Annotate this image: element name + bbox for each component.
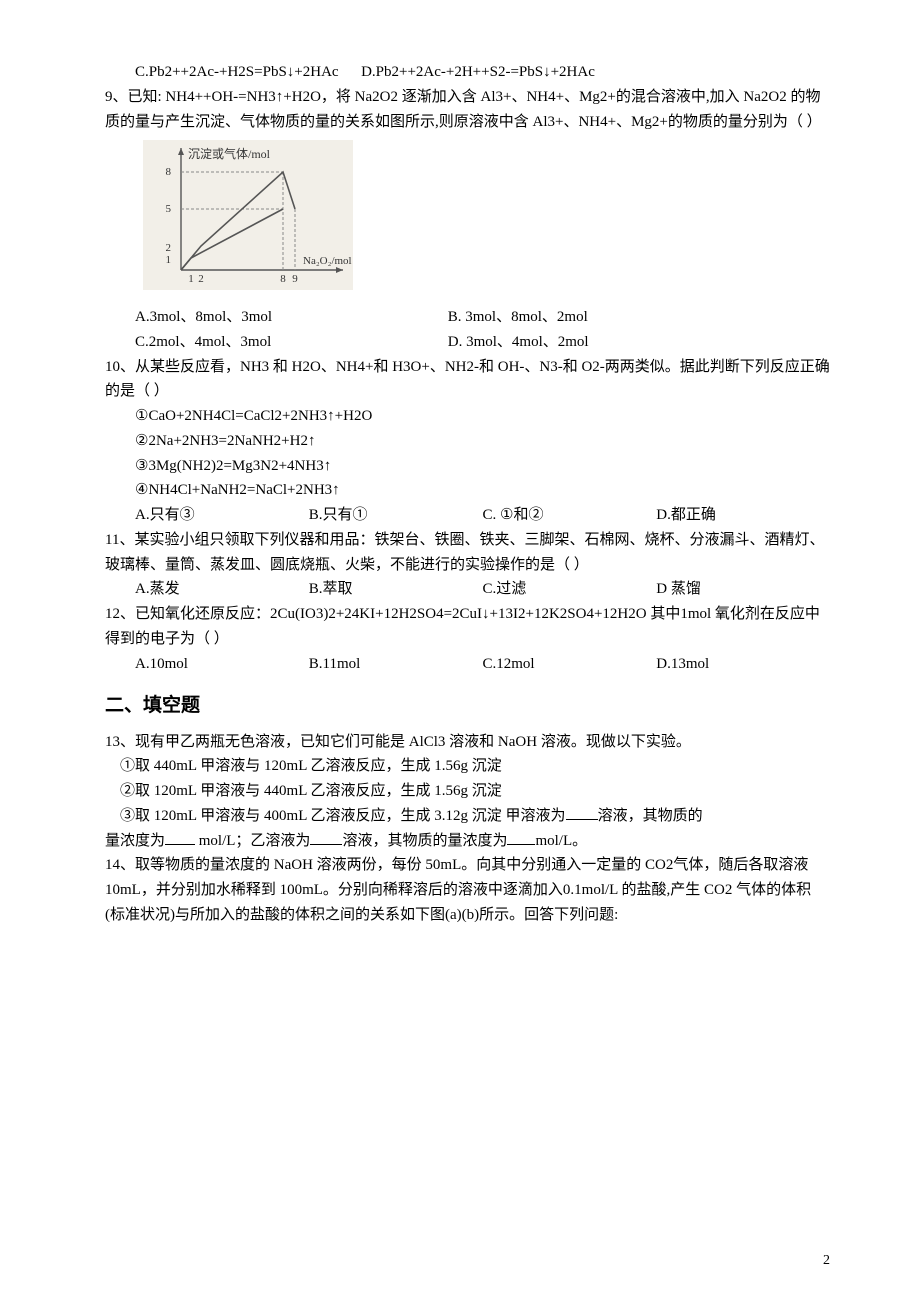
q9-optC: C.2mol、4mol、3mol xyxy=(135,330,448,355)
q11-optB: B.萃取 xyxy=(309,577,483,602)
q9-graph: 沉淀或气体/mol 8 5 2 1 1 2 8 9 Na₂O₂/mol xyxy=(143,140,831,299)
q9-options-ab: A.3mol、8mol、3mol B. 3mol、8mol、2mol xyxy=(105,305,830,330)
xtick-8: 8 xyxy=(280,273,286,285)
section2-title: 二、填空题 xyxy=(105,690,830,721)
q13-l3a: ③取 120mL 甲溶液与 400mL 乙溶液反应，生成 3.12g 沉淀 甲溶… xyxy=(120,808,566,824)
page-number: 2 xyxy=(823,1249,830,1272)
ytick-1: 1 xyxy=(165,254,171,266)
q10-optC: C. ①和② xyxy=(483,503,657,528)
q9-optD: D. 3mol、4mol、2mol xyxy=(448,330,830,355)
q9-optA: A.3mol、8mol、3mol xyxy=(135,305,448,330)
q12-options: A.10mol B.11mol C.12mol D.13mol xyxy=(105,652,830,677)
q11-optA: A.蒸发 xyxy=(135,577,309,602)
q13-line1: ①取 440mL 甲溶液与 120mL 乙溶液反应，生成 1.56g 沉淀 xyxy=(105,754,830,779)
ytick-2: 2 xyxy=(165,242,171,254)
q10-stem: 10、从某些反应看，NH3 和 H2O、NH4+和 H3O+、NH2-和 OH-… xyxy=(105,355,830,405)
q13-l4b: mol/L；乙溶液为 xyxy=(195,833,310,849)
q13-l3b: 溶液，其物质的 xyxy=(598,808,703,824)
q13-stem: 13、现有甲乙两瓶无色溶液，已知它们可能是 AlCl3 溶液和 NaOH 溶液。… xyxy=(105,730,830,755)
q12-optB: B.11mol xyxy=(309,652,483,677)
q8-optD: D.Pb2++2Ac-+2H++S2-=PbS↓+2HAc xyxy=(361,64,595,80)
q13-l4c: 溶液，其物质的量浓度为 xyxy=(342,833,507,849)
ytick-5: 5 xyxy=(165,203,171,215)
q11-stem: 11、某实验小组只领取下列仪器和用品：铁架台、铁圈、铁夹、三脚架、石棉网、烧杯、… xyxy=(105,528,830,578)
xtick-1: 1 xyxy=(188,273,194,285)
q10-line3: ③3Mg(NH2)2=Mg3N2+4NH3↑ xyxy=(105,454,830,479)
xtick-2: 2 xyxy=(198,273,204,285)
q10-options: A.只有③ B.只有① C. ①和② D.都正确 xyxy=(105,503,830,528)
ytick-8: 8 xyxy=(165,166,171,178)
q14-stem: 14、取等物质的量浓度的 NaOH 溶液两份，每份 50mL。向其中分别通入一定… xyxy=(105,853,830,927)
q11-options: A.蒸发 B.萃取 C.过滤 D 蒸馏 xyxy=(105,577,830,602)
q12-optA: A.10mol xyxy=(135,652,309,677)
q10-optA: A.只有③ xyxy=(135,503,309,528)
q9-options-cd: C.2mol、4mol、3mol D. 3mol、4mol、2mol xyxy=(105,330,830,355)
q11-optD: D 蒸馏 xyxy=(656,577,830,602)
blank-2 xyxy=(165,829,195,845)
page-root: C.Pb2++2Ac-+H2S=PbS↓+2HAc D.Pb2++2Ac-+2H… xyxy=(0,0,920,1302)
q13-line3: ③取 120mL 甲溶液与 400mL 乙溶液反应，生成 3.12g 沉淀 甲溶… xyxy=(105,804,830,829)
q12-optC: C.12mol xyxy=(483,652,657,677)
graph-bg xyxy=(143,140,353,290)
xtick-9: 9 xyxy=(292,273,298,285)
q10-line2: ②2Na+2NH3=2NaNH2+H2↑ xyxy=(105,429,830,454)
y-axis-label: 沉淀或气体/mol xyxy=(188,146,271,161)
q8-options-cd: C.Pb2++2Ac-+H2S=PbS↓+2HAc D.Pb2++2Ac-+2H… xyxy=(105,60,830,85)
blank-1 xyxy=(566,804,598,820)
blank-4 xyxy=(507,829,535,845)
blank-3 xyxy=(310,829,342,845)
q10-line1: ①CaO+2NH4Cl=CaCl2+2NH3↑+H2O xyxy=(105,404,830,429)
q10-line4: ④NH4Cl+NaNH2=NaCl+2NH3↑ xyxy=(105,478,830,503)
q13-line4: 量浓度为 mol/L；乙溶液为 溶液，其物质的量浓度为 mol/L。 xyxy=(105,829,830,854)
x-axis-label: Na₂O₂/mol xyxy=(303,255,352,267)
q9-stem: 9、已知: NH4++OH-=NH3↑+H2O，将 Na2O2 逐渐加入含 Al… xyxy=(105,85,830,135)
q8-optC: C.Pb2++2Ac-+H2S=PbS↓+2HAc xyxy=(135,64,339,80)
q10-optB: B.只有① xyxy=(309,503,483,528)
q10-optD: D.都正确 xyxy=(656,503,830,528)
q9-graph-svg: 沉淀或气体/mol 8 5 2 1 1 2 8 9 Na₂O₂/mol xyxy=(143,140,353,290)
q13-l4a: 量浓度为 xyxy=(105,833,165,849)
q12-stem: 12、已知氧化还原反应：2Cu(IO3)2+24KI+12H2SO4=2CuI↓… xyxy=(105,602,830,652)
q9-optB: B. 3mol、8mol、2mol xyxy=(448,305,830,330)
q13-l4d: mol/L。 xyxy=(535,833,587,849)
q11-optC: C.过滤 xyxy=(483,577,657,602)
q12-optD: D.13mol xyxy=(656,652,830,677)
q13-line2: ②取 120mL 甲溶液与 440mL 乙溶液反应，生成 1.56g 沉淀 xyxy=(105,779,830,804)
